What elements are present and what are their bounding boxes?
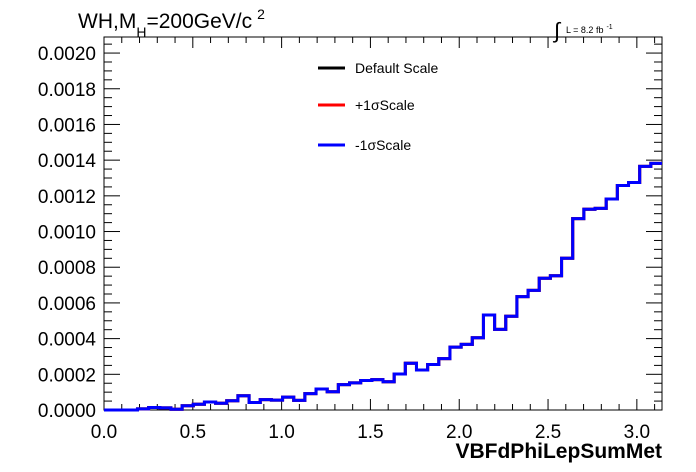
x-tick-label: 3.0 (624, 422, 650, 443)
axis-ticks (103, 37, 662, 411)
y-tick-label: 0.0020 (38, 44, 96, 65)
y-tick-label: 0.0000 (38, 401, 96, 422)
x-tick-label: 2.5 (535, 422, 561, 443)
title-subscript: H (136, 24, 146, 40)
chart-title: WH,MH=200GeV/c 2 (78, 6, 265, 40)
legend-label-1: +1σScale (355, 97, 415, 113)
y-tick-label: 0.0010 (38, 223, 96, 244)
x-tick-label: 0.0 (91, 422, 117, 443)
series-lines (104, 161, 662, 412)
y-tick-label: 0.0014 (38, 151, 97, 172)
x-tick-label: 0.5 (180, 422, 206, 443)
luminosity-text: L = 8.2 fb -1 (566, 24, 613, 35)
y-tick-label: 0.0006 (38, 294, 96, 315)
luminosity-annotation: ∫ L = 8.2 fb -1 (552, 18, 613, 43)
integral-symbol: ∫ (552, 18, 562, 43)
y-tick-label: 0.0004 (38, 330, 97, 351)
y-tick-label: 0.0002 (38, 365, 96, 386)
series-line-0 (104, 161, 662, 412)
title-main: WH,M (78, 10, 136, 33)
tick-labels: 0.0 0.5 1.0 1.5 2.0 2.5 3.0 0.0000 0.0002 0.0004 0… (38, 44, 650, 443)
legend: Default Scale +1σScale -1σScale (318, 60, 438, 153)
x-axis-label: VBFdPhiLepSumMet (455, 440, 662, 463)
title-superscript: 2 (257, 6, 265, 22)
plot-frame (103, 36, 663, 411)
x-tick-label: 1.5 (357, 422, 383, 443)
y-tick-label: 0.0008 (38, 258, 96, 279)
x-tick-label: 2.0 (446, 422, 472, 443)
y-tick-label: 0.0018 (38, 80, 96, 101)
series-line-1 (104, 161, 662, 412)
y-tick-label: 0.0016 (38, 115, 96, 136)
legend-label-0: Default Scale (355, 60, 438, 76)
series-line-2 (104, 161, 662, 412)
legend-label-2: -1σScale (355, 137, 411, 153)
x-tick-label: 1.0 (268, 422, 294, 443)
title-rest: =200GeV/c (146, 10, 252, 33)
y-tick-label: 0.0012 (38, 187, 96, 208)
